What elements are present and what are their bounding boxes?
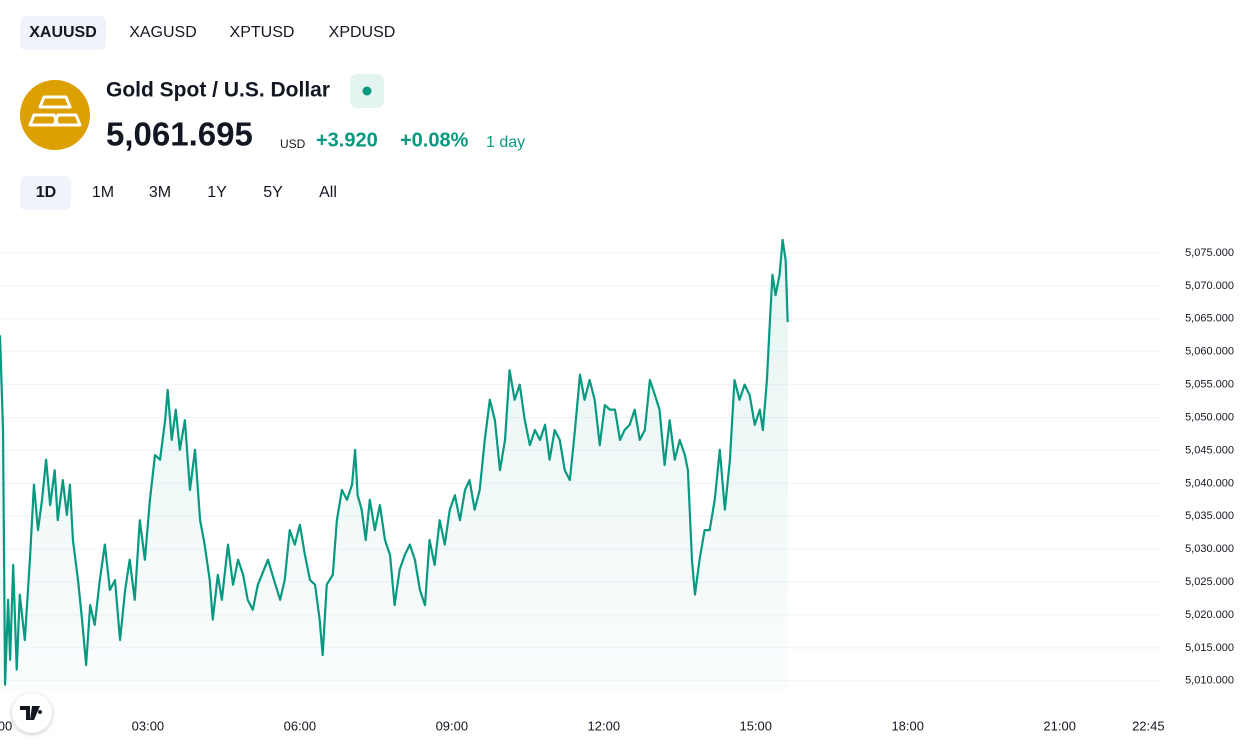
range-button[interactable]: 1Y <box>207 184 227 201</box>
x-tick-label: 15:00 <box>739 718 772 733</box>
area-fill <box>0 239 788 690</box>
y-tick-label: 5,015.000 <box>1185 642 1234 654</box>
x-tick-label: 03:00 <box>132 718 165 733</box>
y-tick-label: 5,070.000 <box>1185 280 1234 292</box>
change-percent: +0.08% <box>400 129 469 151</box>
x-tick-label: 09:00 <box>436 718 469 733</box>
y-tick-label: 5,075.000 <box>1185 247 1234 259</box>
change: +3.920 <box>316 129 378 151</box>
x-tick-label: 22:45 <box>1132 718 1165 733</box>
x-tick-label: 06:00 <box>284 718 317 733</box>
range-button[interactable]: 3M <box>149 184 171 201</box>
y-tick-label: 5,065.000 <box>1185 313 1234 325</box>
x-tick-label: 00:00 <box>0 718 12 733</box>
range-button[interactable]: 1D <box>36 184 56 201</box>
y-tick-label: 5,045.000 <box>1185 444 1234 456</box>
y-tick-label: 5,050.000 <box>1185 411 1234 423</box>
y-tick-label: 5,025.000 <box>1185 576 1234 588</box>
tab[interactable]: XPTUSD <box>230 24 295 41</box>
period: 1 day <box>486 134 525 151</box>
y-tick-label: 5,020.000 <box>1185 609 1234 621</box>
symbol-title: Gold Spot / U.S. Dollar <box>106 79 330 102</box>
y-tick-label: 5,030.000 <box>1185 543 1234 555</box>
price: 5,061.695 <box>106 116 253 153</box>
y-tick-label: 5,010.000 <box>1185 675 1234 687</box>
tv-logo <box>20 706 43 720</box>
x-tick-label: 21:00 <box>1043 718 1076 733</box>
price-line <box>0 238 789 686</box>
range-button[interactable]: 1M <box>92 184 114 201</box>
range-button[interactable]: 5Y <box>263 184 283 201</box>
range-button[interactable]: All <box>319 184 337 201</box>
x-tick-label: 18:00 <box>891 718 924 733</box>
currency: USD <box>280 137 306 151</box>
range-selected-bg <box>20 176 71 210</box>
y-tick-label: 5,055.000 <box>1185 379 1234 391</box>
overlay <box>12 693 52 733</box>
tab[interactable]: XAUUSD <box>29 24 97 41</box>
gold-logo <box>20 80 90 150</box>
market-status-dot <box>362 86 372 96</box>
tab[interactable]: XAGUSD <box>129 24 197 41</box>
tab-selected-bg <box>20 16 106 50</box>
x-tick-label: 12:00 <box>588 718 621 733</box>
y-tick-label: 5,060.000 <box>1185 346 1234 358</box>
plot: 5,010.000 5,015.000 5,020.000 5,025.000 5,03… <box>0 238 1234 733</box>
tab[interactable]: XPDUSD <box>329 24 396 41</box>
y-tick-label: 5,040.000 <box>1185 477 1234 489</box>
y-tick-label: 5,035.000 <box>1185 510 1234 522</box>
